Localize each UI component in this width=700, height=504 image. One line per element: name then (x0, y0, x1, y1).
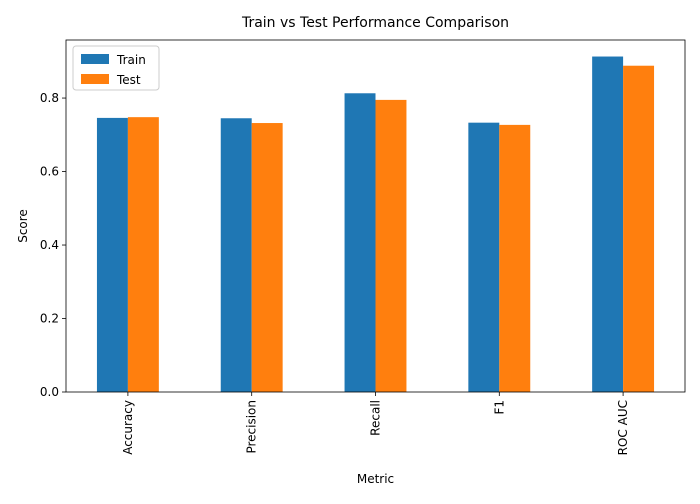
bar-test-roc-auc (623, 65, 655, 392)
x-tick-label: Precision (245, 400, 259, 454)
x-tick-label: Recall (369, 400, 383, 436)
y-axis-label: Score (16, 209, 30, 243)
plot-frame (65, 39, 686, 393)
legend-label-test: Test (116, 73, 141, 87)
legend-swatch-test (81, 74, 109, 84)
x-axis-label: Metric (357, 472, 394, 486)
bar-test-accuracy (127, 117, 159, 392)
bar-train-f1 (468, 122, 500, 393)
bar-test-f1 (499, 124, 531, 392)
legend-label-train: Train (116, 53, 146, 67)
bar-train-recall (344, 93, 376, 392)
bar-train-roc-auc (592, 56, 624, 392)
x-tick-label: Accuracy (121, 400, 135, 455)
bar-test-recall (375, 99, 407, 392)
bar-train-precision (220, 118, 252, 392)
chart-title: Train vs Test Performance Comparison (241, 15, 509, 31)
bar-test-precision (251, 123, 283, 392)
y-tick-label: 0.8 (40, 91, 59, 105)
axes-layer: Accuracy Precision Recall F1 ROC AUC 0.0 0.2 0.… (40, 39, 686, 455)
bars-layer (96, 56, 655, 393)
y-tick-label: 0.0 (40, 385, 59, 399)
bar-train-accuracy (96, 117, 128, 393)
x-tick-label: ROC AUC (616, 400, 630, 455)
legend: Train Test (72, 45, 160, 91)
x-tick-label: F1 (492, 400, 506, 415)
y-tick-label: 0.2 (40, 312, 59, 326)
y-tick-label: 0.6 (40, 165, 59, 179)
y-tick-label: 0.4 (40, 238, 59, 252)
legend-swatch-train (81, 54, 109, 64)
